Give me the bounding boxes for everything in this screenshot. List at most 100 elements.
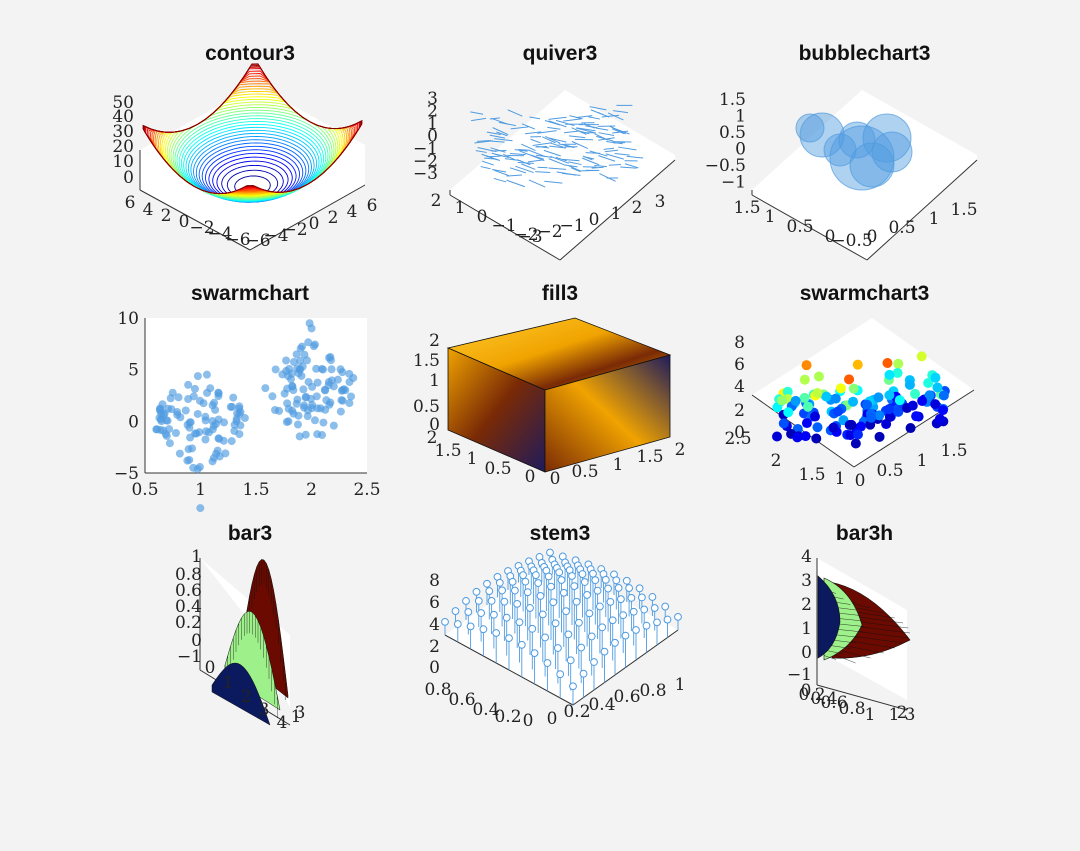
- data-point: [307, 324, 316, 333]
- arrow: [612, 128, 625, 135]
- arrow: [598, 132, 615, 136]
- data-point: [313, 378, 322, 387]
- bubble: [829, 125, 895, 191]
- z-tick-label: 4: [734, 377, 745, 397]
- x-tick-label: 0: [867, 227, 878, 247]
- bar-series: [817, 575, 841, 659]
- stem-marker: [600, 647, 609, 656]
- x-tick-label: 0.8: [639, 681, 666, 701]
- data-point: [201, 435, 210, 444]
- bubble: [849, 142, 895, 188]
- data-point: [832, 406, 843, 417]
- x-tick-label: 2: [632, 198, 643, 218]
- data-point: [932, 382, 943, 393]
- stem-marker: [562, 607, 571, 616]
- data-point: [782, 386, 793, 397]
- y-tick-label: 1.5: [434, 441, 461, 461]
- stem-marker: [498, 586, 506, 595]
- data-point: [317, 364, 326, 373]
- stem-marker: [517, 640, 526, 649]
- data-point: [310, 416, 319, 425]
- data-point: [930, 372, 941, 383]
- stem-marker: [585, 609, 594, 618]
- x-tick-label: −2: [282, 220, 307, 240]
- chart-title: swarmchart3: [799, 282, 930, 305]
- arrow: [504, 158, 521, 162]
- arrow: [528, 179, 546, 188]
- stem-marker: [477, 609, 485, 617]
- arrow: [568, 135, 586, 139]
- arrow: [626, 155, 644, 159]
- panel-stem3: stem3 8 6 4 2 0 0.8 0.6 0.4 0.2 0 0 0.2 0.4 0.6 0.8 1: [410, 510, 710, 750]
- arrow: [506, 179, 526, 188]
- y-axis-line: [559, 159, 676, 261]
- y-tick-label: 10: [117, 309, 139, 329]
- arrow: [582, 157, 600, 166]
- stem-marker: [453, 620, 462, 628]
- data-point: [844, 374, 855, 385]
- x-tick-label: 1: [223, 673, 234, 693]
- stem-marker: [621, 631, 630, 640]
- data-point: [910, 388, 921, 399]
- x-tick-label: 0: [801, 681, 812, 701]
- x-tick-label: 0.5: [571, 462, 598, 482]
- data-point: [776, 395, 787, 406]
- stem-marker: [619, 611, 628, 620]
- data-point: [235, 410, 244, 419]
- arrow: [535, 171, 551, 174]
- data-point: [318, 431, 327, 440]
- x-tick-label: 0: [309, 214, 320, 234]
- stem-marker: [591, 576, 600, 585]
- data-point: [811, 433, 822, 444]
- x-tick-label: 0.2: [563, 702, 590, 722]
- arrow: [521, 163, 536, 170]
- stem-marker: [551, 619, 560, 628]
- bar-edge: [823, 655, 837, 660]
- x-tick-label: 2: [306, 480, 317, 500]
- data-point: [907, 400, 918, 411]
- x-tick-label: 0: [547, 709, 558, 729]
- y-tick-label: −1: [491, 216, 516, 236]
- z-tick-label: 4: [801, 547, 812, 567]
- stem-marker: [572, 597, 581, 606]
- arrow: [596, 135, 614, 142]
- z-tick-label: 20: [112, 137, 134, 157]
- data-point: [852, 359, 863, 370]
- arrow: [489, 117, 500, 120]
- y-axis-line: [249, 184, 366, 251]
- arrow: [515, 165, 534, 174]
- stem-marker: [587, 632, 596, 641]
- y-tick-label: 0.8: [424, 680, 451, 700]
- contour-line: [142, 63, 363, 195]
- x-tick-label: 1.5: [940, 441, 967, 461]
- data-point: [904, 379, 915, 390]
- arrow: [545, 135, 561, 144]
- x-tick-label: 3: [259, 700, 270, 720]
- arrow: [482, 160, 494, 166]
- arrow: [489, 134, 506, 139]
- arrow: [537, 130, 557, 134]
- stem-marker: [569, 682, 577, 691]
- z-tick-label: 3: [427, 89, 438, 109]
- arrow: [604, 149, 619, 153]
- arrow: [549, 142, 564, 148]
- z-tick-label: −1: [721, 173, 746, 193]
- z-tick-label: 1: [191, 547, 202, 567]
- data-point: [230, 426, 239, 435]
- data-point: [176, 413, 185, 422]
- chart-title: swarmchart: [191, 282, 309, 305]
- stem-marker: [549, 598, 558, 607]
- data-point: [190, 384, 199, 393]
- y-tick-label: 5: [128, 361, 139, 381]
- x-tick-label: 0.8: [838, 699, 865, 719]
- data-point: [930, 399, 941, 410]
- data-point: [261, 384, 270, 393]
- arrow: [612, 127, 630, 135]
- stem-marker: [502, 613, 511, 622]
- data-point: [812, 422, 823, 433]
- z-tick-label: 0.2: [175, 613, 202, 633]
- arrow: [492, 127, 509, 136]
- z-tick-label: 50: [112, 93, 134, 113]
